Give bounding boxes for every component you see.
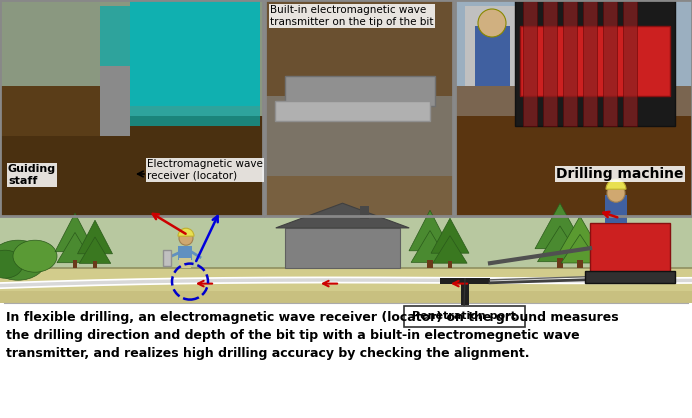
Bar	[178, 246, 192, 260]
Text: Guiding
staff: Guiding staff	[8, 164, 56, 186]
Wedge shape	[178, 228, 194, 236]
Bar	[455, 0, 692, 216]
Bar	[0, 86, 100, 136]
Bar	[563, 1, 577, 126]
Polygon shape	[433, 236, 467, 263]
Bar	[578, 260, 583, 268]
Bar	[455, 0, 692, 86]
Bar	[603, 1, 617, 126]
FancyBboxPatch shape	[403, 306, 525, 326]
Bar	[585, 271, 675, 283]
Bar	[448, 261, 453, 268]
Bar	[265, 96, 453, 176]
Bar	[265, 0, 453, 216]
Bar	[605, 195, 627, 223]
Bar	[440, 278, 490, 284]
Bar	[163, 250, 171, 266]
Circle shape	[179, 231, 193, 245]
Bar	[475, 26, 510, 86]
Bar	[428, 260, 432, 268]
Bar	[0, 291, 692, 303]
Text: Built-in electromagnetic wave
transmitter on the tip of the bit: Built-in electromagnetic wave transmitte…	[270, 5, 433, 27]
Wedge shape	[606, 179, 626, 189]
Bar	[590, 223, 670, 273]
Polygon shape	[409, 210, 451, 251]
Bar	[0, 0, 263, 216]
Bar	[73, 260, 78, 268]
Ellipse shape	[13, 240, 57, 272]
Bar	[465, 6, 545, 86]
Bar	[100, 6, 260, 126]
Polygon shape	[561, 234, 599, 263]
Bar	[520, 26, 670, 96]
Polygon shape	[535, 203, 585, 249]
Bar	[0, 216, 692, 268]
Text: In flexible drilling, an electromagnetic wave receiver (locator) on the ground m: In flexible drilling, an electromagnetic…	[6, 311, 619, 324]
Bar	[455, 116, 692, 216]
Polygon shape	[80, 237, 111, 263]
Text: Penetration port: Penetration port	[412, 311, 516, 321]
Polygon shape	[559, 216, 601, 252]
Bar	[523, 1, 537, 126]
Circle shape	[607, 184, 625, 202]
Polygon shape	[78, 220, 113, 254]
Bar	[265, 0, 453, 216]
Circle shape	[478, 9, 506, 37]
Bar	[100, 66, 130, 136]
Ellipse shape	[0, 250, 23, 278]
Bar	[285, 76, 435, 106]
Text: Electromagnetic wave
receiver (locator): Electromagnetic wave receiver (locator)	[147, 159, 263, 181]
Bar	[93, 261, 97, 268]
Text: the drilling direction and depth of the bit tip with a biult-in electromegnetic : the drilling direction and depth of the …	[6, 329, 580, 342]
Bar	[0, 0, 263, 116]
Bar	[461, 280, 469, 305]
Polygon shape	[431, 218, 469, 253]
Bar	[360, 206, 369, 219]
Bar	[557, 258, 563, 268]
Bar	[515, 0, 675, 126]
Polygon shape	[276, 203, 409, 228]
Bar	[0, 268, 692, 303]
Bar	[265, 0, 453, 106]
Bar	[583, 1, 597, 126]
Bar	[455, 0, 692, 216]
Polygon shape	[55, 213, 95, 252]
Bar	[623, 1, 637, 126]
Polygon shape	[57, 232, 93, 263]
Ellipse shape	[0, 240, 46, 280]
Text: Drilling machine: Drilling machine	[556, 167, 684, 181]
Text: transmitter, and realizes high drilling accuracy by checking the alignment.: transmitter, and realizes high drilling …	[6, 347, 529, 360]
Polygon shape	[538, 226, 583, 262]
Bar	[285, 228, 400, 268]
Bar	[543, 1, 557, 126]
Polygon shape	[411, 230, 449, 263]
Bar	[265, 96, 453, 216]
Bar	[130, 1, 260, 106]
Bar	[179, 258, 191, 268]
Bar	[0, 116, 263, 216]
Bar	[275, 101, 430, 121]
Bar	[0, 0, 263, 216]
